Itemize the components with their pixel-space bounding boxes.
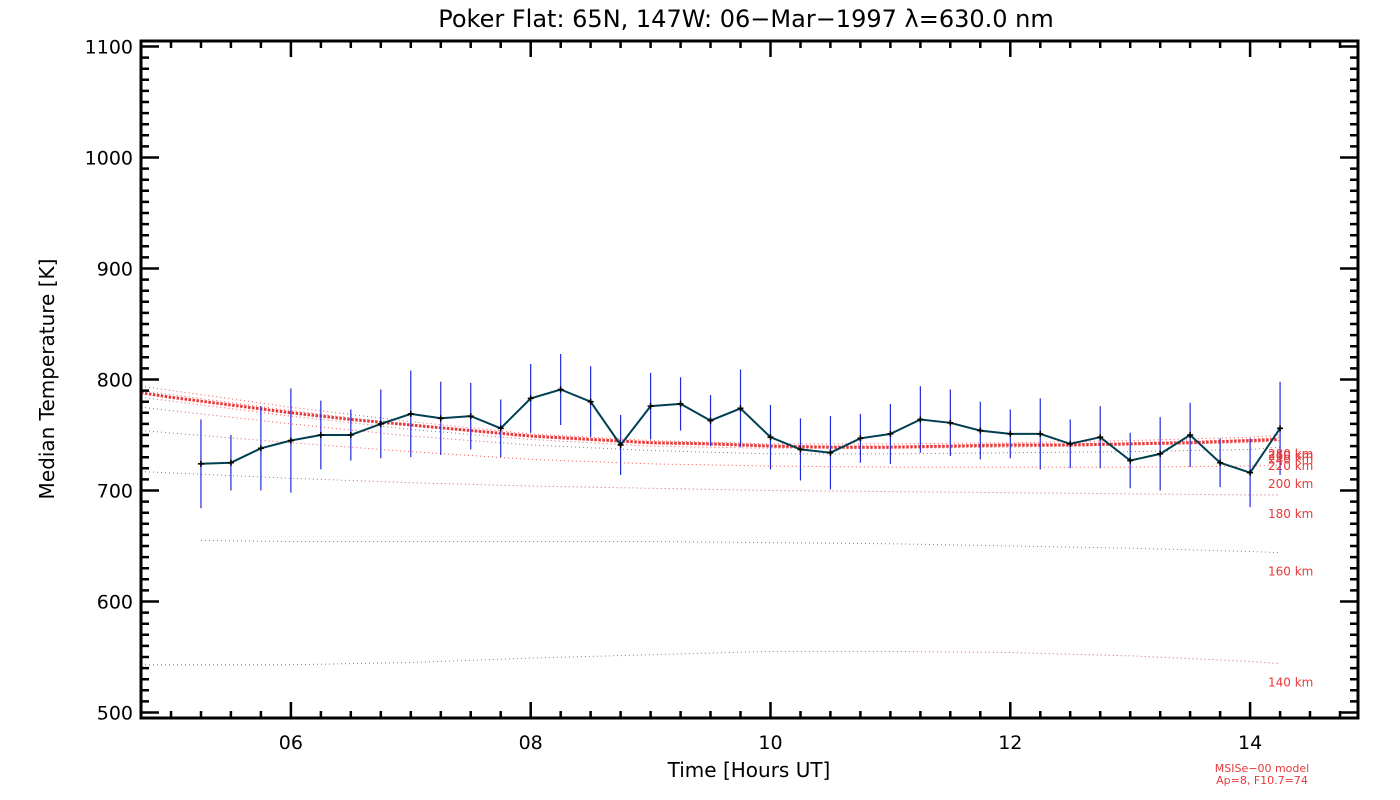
data-point bbox=[857, 435, 864, 442]
data-point bbox=[197, 460, 204, 467]
data-point bbox=[887, 430, 894, 437]
data-point bbox=[647, 403, 654, 410]
data-point bbox=[1187, 431, 1194, 438]
y-axis-label: Median Temperature [K] bbox=[35, 259, 59, 500]
data-point bbox=[587, 398, 594, 405]
data-point bbox=[317, 431, 324, 438]
model-note-line1: MSISe−00 model bbox=[1215, 762, 1309, 775]
data-point bbox=[1277, 425, 1284, 432]
data-point bbox=[797, 446, 804, 453]
model-label-260-km: 260 km bbox=[1268, 449, 1313, 463]
x-axis-label: Time [Hours UT] bbox=[667, 758, 831, 782]
model-label-140-km: 140 km bbox=[1268, 676, 1313, 690]
data-point bbox=[347, 431, 354, 438]
data-point bbox=[497, 425, 504, 432]
axis-ticks bbox=[139, 41, 1358, 718]
data-point bbox=[917, 416, 924, 423]
model-note-line2: Ap=8, F10.7=74 bbox=[1216, 774, 1308, 787]
data-point bbox=[467, 413, 474, 420]
data-point bbox=[827, 449, 834, 456]
data-point bbox=[257, 445, 264, 452]
model-label-220-km: 220 km bbox=[1268, 459, 1313, 473]
data-point bbox=[1097, 434, 1104, 441]
y-tick-label: 900 bbox=[97, 259, 133, 281]
data-point bbox=[1247, 469, 1254, 476]
model-label-240-km: 240 km bbox=[1268, 453, 1313, 467]
data-point bbox=[437, 415, 444, 422]
chart-title: Poker Flat: 65N, 147W: 06−Mar−1997 λ=630… bbox=[438, 5, 1054, 33]
data-point bbox=[737, 405, 744, 412]
data-point bbox=[1037, 430, 1044, 437]
x-tick-label: 10 bbox=[758, 732, 782, 754]
data-point bbox=[377, 420, 384, 427]
data-point bbox=[767, 434, 774, 441]
data-point bbox=[707, 417, 714, 424]
axes-layer bbox=[139, 41, 1358, 718]
emission-model-curve bbox=[140, 391, 1278, 449]
data-point bbox=[1007, 430, 1014, 437]
data-point bbox=[1217, 459, 1224, 466]
model-label-200-km: 200 km bbox=[1268, 477, 1313, 491]
model-label-160-km: 160 km bbox=[1268, 565, 1313, 579]
y-tick-label: 600 bbox=[97, 592, 133, 614]
model-label-280-km: 280 km bbox=[1268, 447, 1313, 461]
data-point bbox=[1067, 440, 1074, 447]
x-tick-label: 08 bbox=[519, 732, 543, 754]
data-point bbox=[557, 386, 564, 393]
data-point bbox=[227, 459, 234, 466]
data-point bbox=[617, 441, 624, 448]
data-point bbox=[947, 419, 954, 426]
y-tick-label: 1000 bbox=[85, 148, 133, 170]
model-label-180-km: 180 km bbox=[1268, 507, 1313, 521]
data-point bbox=[1157, 450, 1164, 457]
x-tick-label: 06 bbox=[279, 732, 303, 754]
data-point bbox=[527, 395, 534, 402]
data-point bbox=[287, 437, 294, 444]
x-tick-label: 12 bbox=[998, 732, 1022, 754]
y-tick-label: 800 bbox=[97, 370, 133, 392]
data-point bbox=[977, 427, 984, 434]
data-layer bbox=[197, 353, 1284, 509]
x-tick-label: 14 bbox=[1238, 732, 1262, 754]
data-point bbox=[677, 400, 684, 407]
y-tick-label: 500 bbox=[97, 703, 133, 725]
model-curve-240-km bbox=[140, 396, 1281, 449]
y-tick-label: 700 bbox=[97, 481, 133, 503]
y-tick-label: 1100 bbox=[85, 37, 133, 59]
data-point bbox=[1127, 457, 1134, 464]
data-point bbox=[407, 410, 414, 417]
